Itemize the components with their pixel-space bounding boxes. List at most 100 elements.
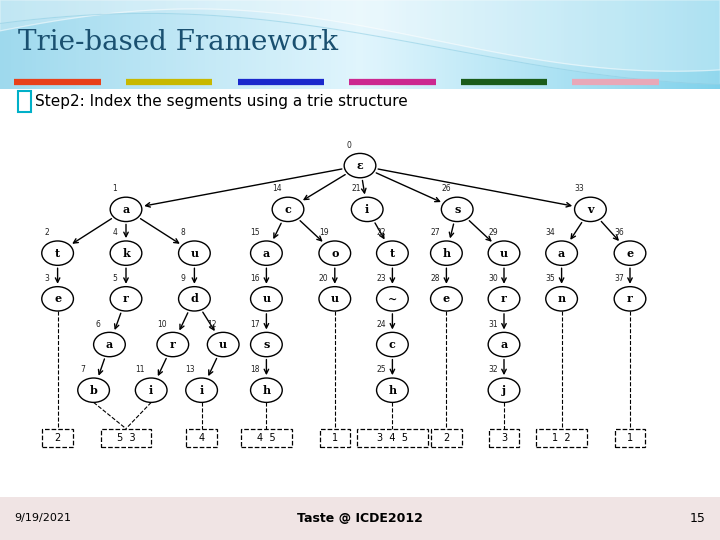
Bar [436,0,439,89]
Bar [698,0,702,89]
Bar [511,0,515,89]
Ellipse shape [78,378,109,402]
Text: h: h [388,384,397,396]
Bar [328,0,331,89]
Bar [493,0,497,89]
Text: 29: 29 [488,228,498,237]
Bar [662,0,666,89]
Bar [310,0,313,89]
Bar [288,0,292,89]
Bar [317,0,320,89]
Bar [475,0,479,89]
Text: r: r [501,293,507,305]
Bar [11,0,14,89]
Bar [497,0,500,89]
Text: v: v [587,204,594,215]
Ellipse shape [179,287,210,311]
Text: u: u [330,293,339,305]
Bar [695,0,698,89]
Bar [36,0,40,89]
Bar [97,0,101,89]
Bar [608,0,612,89]
Bar [18,91,31,112]
Bar [410,0,414,89]
Text: 1: 1 [627,433,633,443]
Bar [569,0,572,89]
Bar [666,0,670,89]
Bar [385,0,389,89]
Bar [371,0,374,89]
FancyBboxPatch shape [101,429,151,447]
Text: 33: 33 [575,184,584,193]
Bar [482,0,486,89]
Bar [256,0,259,89]
Text: 7: 7 [80,365,85,374]
Bar [522,0,526,89]
Ellipse shape [351,197,383,221]
Bar [648,0,652,89]
Ellipse shape [319,241,351,265]
Text: o: o [331,248,338,259]
Bar [461,0,464,89]
Bar [616,0,619,89]
FancyBboxPatch shape [42,429,73,447]
Bar [565,0,569,89]
Bar [619,0,623,89]
Bar [281,0,284,89]
Bar [457,0,461,89]
Text: u: u [262,293,271,305]
Bar [342,0,346,89]
Bar [248,0,252,89]
Text: e: e [626,248,634,259]
Bar [515,0,518,89]
Bar [551,0,554,89]
Text: 35: 35 [546,274,555,283]
Ellipse shape [135,378,167,402]
Bar [25,0,29,89]
Bar [360,0,364,89]
Bar [234,0,238,89]
Bar [544,0,547,89]
Text: a: a [106,339,113,350]
Bar [227,0,230,89]
Text: u: u [500,248,508,259]
Text: 10: 10 [157,320,166,328]
Bar [0,0,4,89]
Text: i: i [365,204,369,215]
Ellipse shape [546,241,577,265]
Text: 32: 32 [488,365,498,374]
Bar [414,0,418,89]
Text: 31: 31 [488,320,498,328]
Bar [702,0,706,89]
Bar [356,0,360,89]
Bar [518,0,522,89]
Bar [191,0,194,89]
Bar [299,0,302,89]
Text: 3  4  5: 3 4 5 [377,433,408,443]
Bar [155,0,158,89]
Text: c: c [284,204,292,215]
Bar [677,0,680,89]
FancyBboxPatch shape [536,429,587,447]
Bar [209,0,212,89]
Bar [598,0,601,89]
Bar [392,0,396,89]
Bar [212,0,216,89]
Bar [158,0,162,89]
Bar [673,0,677,89]
Bar [446,0,450,89]
Bar [101,0,104,89]
Bar [252,0,256,89]
Ellipse shape [42,287,73,311]
Bar [605,0,608,89]
Bar [652,0,655,89]
Bar [144,0,148,89]
Bar [284,0,288,89]
Ellipse shape [251,378,282,402]
Bar [130,0,133,89]
Bar [594,0,598,89]
Bar [691,0,695,89]
Text: 24: 24 [377,320,386,328]
Bar [659,0,662,89]
Text: k: k [122,248,130,259]
